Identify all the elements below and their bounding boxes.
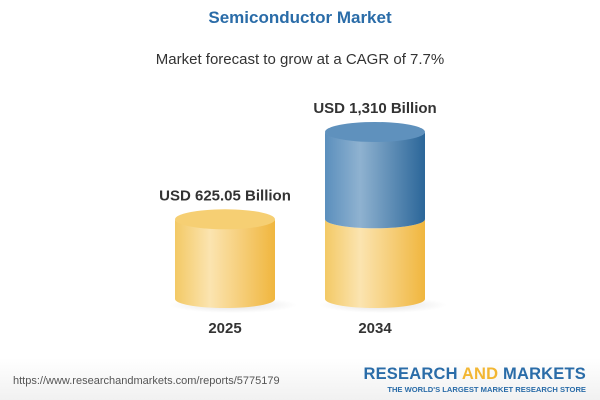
bar-growth-segment [325,131,425,229]
bar-top [175,209,275,230]
chart-title: Semiconductor Market [208,8,392,27]
bar-base-segment [175,219,275,308]
chart-subtitle: Market forecast to grow at a CAGR of 7.7… [155,51,445,68]
data-label: USD 1,310 Billion [313,100,436,117]
footer-band [0,358,600,400]
research-and-markets-logo: RESEARCH AND MARKETS THE WORLD'S LARGEST… [363,365,586,394]
source-url[interactable]: https://www.researchandmarkets.com/repor… [13,375,280,387]
data-label: USD 625.05 Billion [159,187,291,204]
category-label: 2025 [208,320,241,337]
category-label: 2034 [358,320,392,337]
bar-base-segment [325,219,425,308]
bar-top [325,121,425,142]
